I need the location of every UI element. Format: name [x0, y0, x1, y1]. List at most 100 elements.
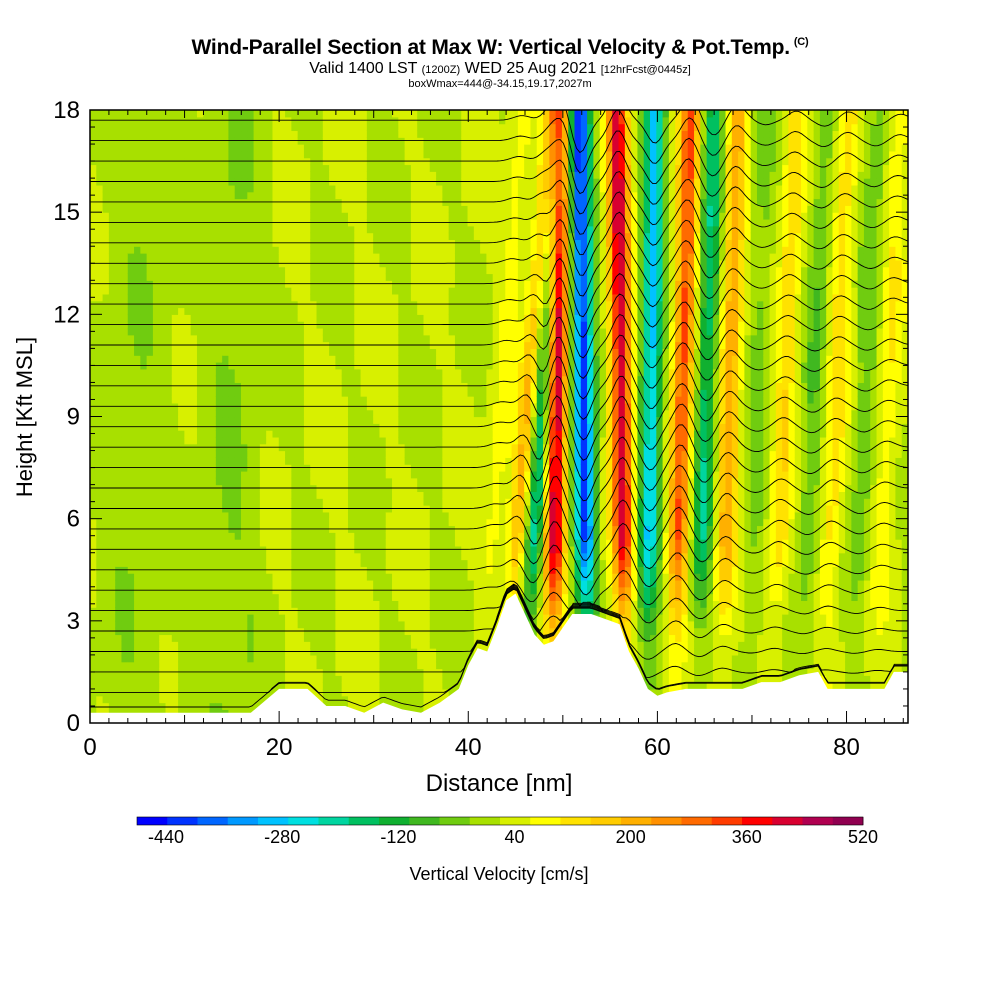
velocity-cell: [404, 110, 412, 118]
velocity-cell: [347, 164, 355, 172]
velocity-cell: [241, 355, 248, 363]
velocity-cell: [209, 293, 217, 302]
velocity-cell: [392, 593, 399, 601]
velocity-cell: [404, 273, 412, 281]
velocity-cell: [354, 416, 362, 424]
velocity-cell: [184, 430, 192, 438]
velocity-cell: [165, 539, 173, 547]
velocity-cell: [152, 314, 160, 322]
velocity-cell: [222, 191, 230, 200]
velocity-cell: [366, 409, 374, 418]
velocity-cell: [152, 212, 160, 220]
velocity-cell: [159, 110, 167, 118]
velocity-cell: [165, 123, 173, 132]
velocity-cell: [297, 682, 305, 690]
velocity-cell: [102, 573, 110, 581]
velocity-cell: [152, 253, 160, 261]
velocity-cell: [354, 675, 362, 683]
velocity-cell: [152, 266, 160, 275]
velocity-cell: [127, 539, 135, 547]
velocity-cell: [234, 164, 242, 172]
velocity-cell: [90, 212, 97, 220]
velocity-cell: [322, 171, 330, 179]
velocity-cell: [140, 552, 148, 561]
velocity-cell: [90, 253, 97, 261]
velocity-cell: [152, 144, 160, 152]
velocity-cell: [303, 532, 311, 540]
velocity-cell: [278, 450, 286, 458]
velocity-cell: [297, 184, 305, 193]
velocity-cell: [184, 191, 192, 200]
velocity-cell: [140, 654, 148, 663]
velocity-cell: [303, 327, 311, 336]
velocity-cell: [140, 436, 148, 445]
velocity-cell: [404, 130, 412, 138]
velocity-cell: [285, 409, 292, 418]
velocity-cell: [322, 552, 330, 561]
velocity-cell: [303, 641, 311, 649]
velocity-cell: [108, 436, 116, 445]
velocity-cell: [373, 327, 381, 336]
velocity-cell: [385, 314, 393, 322]
velocity-cell: [259, 110, 267, 118]
velocity-cell: [410, 409, 418, 418]
velocity-cell: [329, 579, 336, 588]
velocity-cell: [360, 654, 368, 663]
velocity-cell: [347, 314, 355, 322]
velocity-cell: [410, 661, 418, 670]
velocity-cell: [247, 273, 255, 281]
velocity-cell: [152, 334, 160, 343]
velocity-cell: [341, 246, 349, 254]
velocity-cell: [127, 573, 135, 581]
velocity-cell: [322, 212, 330, 220]
velocity-cell: [241, 695, 248, 704]
velocity-cell: [398, 457, 406, 465]
velocity-cell: [140, 307, 148, 315]
velocity-cell: [385, 436, 393, 445]
velocity-cell: [398, 539, 406, 547]
velocity-cell: [429, 348, 437, 356]
velocity-cell: [241, 579, 248, 588]
velocity-cell: [266, 620, 274, 629]
velocity-cell: [272, 436, 280, 445]
velocity-cell: [354, 654, 362, 663]
velocity-cell: [297, 539, 305, 547]
velocity-cell: [354, 457, 362, 465]
velocity-cell: [423, 539, 431, 547]
velocity-cell: [152, 600, 160, 608]
velocity-cell: [379, 123, 387, 132]
velocity-cell: [102, 518, 110, 527]
velocity-cell: [196, 327, 204, 336]
velocity-cell: [335, 184, 343, 193]
velocity-cell: [152, 409, 160, 418]
velocity-cell: [140, 470, 148, 479]
velocity-cell: [253, 266, 261, 275]
velocity-cell: [417, 334, 425, 343]
velocity-cell: [184, 368, 192, 377]
velocity-cell: [303, 171, 311, 179]
velocity-cell: [247, 573, 255, 581]
velocity-cell: [96, 184, 104, 193]
velocity-cell: [171, 205, 179, 213]
velocity-cell: [253, 171, 261, 179]
velocity-cell: [360, 559, 368, 567]
velocity-cell: [417, 123, 425, 132]
velocity-cell: [423, 205, 431, 213]
velocity-cell: [379, 532, 387, 540]
velocity-cell: [366, 573, 374, 581]
velocity-cell: [209, 287, 217, 295]
velocity-cell: [259, 682, 267, 690]
velocity-cell: [291, 457, 299, 465]
velocity-cell: [121, 246, 129, 254]
velocity-cell: [115, 491, 123, 499]
velocity-cell: [203, 355, 211, 363]
velocity-cell: [108, 273, 116, 281]
velocity-cell: [171, 539, 179, 547]
velocity-cell: [354, 593, 362, 601]
velocity-cell: [90, 164, 97, 172]
velocity-cell: [253, 430, 261, 438]
velocity-cell: [398, 430, 406, 438]
velocity-cell: [241, 144, 248, 152]
velocity-cell: [417, 253, 425, 261]
velocity-cell: [146, 164, 154, 172]
